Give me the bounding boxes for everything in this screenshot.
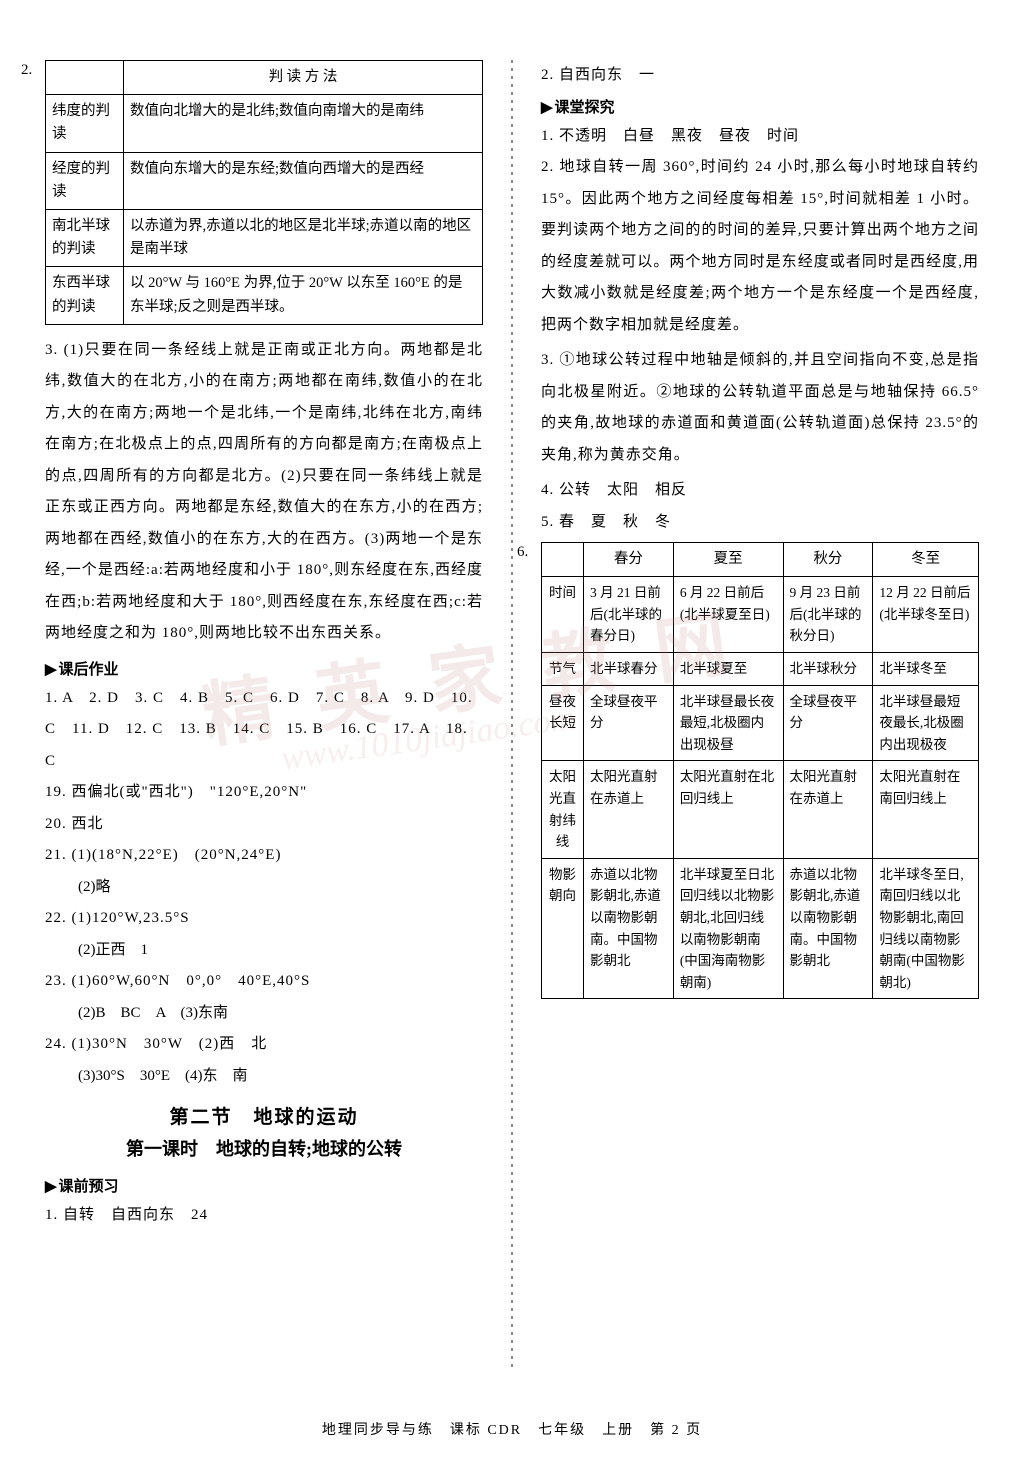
cell-label: 东西半球的判读 <box>46 267 124 324</box>
cell: 太阳光直射在南回归线上 <box>873 761 979 858</box>
answer-22b: (2)正西 1 <box>45 935 483 967</box>
answer-19: 19. 西偏北(或"西北") "120°E,20°N" <box>45 777 483 809</box>
table-row: 节气 北半球春分 北半球夏至 北半球秋分 北半球冬至 <box>542 652 979 685</box>
cell: 北半球夏至日北回归线以北物影朝北,北回归线以南物影朝南(中国海南物影朝南) <box>673 858 783 999</box>
cell: 北半球秋分 <box>783 652 873 685</box>
cell-content: 数值向北增大的是北纬;数值向南增大的是南纬 <box>124 95 483 152</box>
cell: 赤道以北物影朝北,赤道以南物影朝南。中国物影朝北 <box>783 858 873 999</box>
q2-block: 2. 判 读 方 法 纬度的判读 数值向北增大的是北纬;数值向南增大的是南纬 经… <box>45 60 483 335</box>
q2-number: 2. <box>21 62 32 79</box>
th-blank <box>542 543 584 577</box>
answer-22: 22. (1)120°W,23.5°S <box>45 903 483 935</box>
answer-24: 24. (1)30°N 30°W (2)西 北 <box>45 1029 483 1061</box>
choice-answers: 1. A 2. D 3. C 4. B 5. C 6. D 7. C 8. A … <box>45 683 483 778</box>
cell: 北半球春分 <box>584 652 674 685</box>
th-xiazhi: 夏至 <box>673 543 783 577</box>
two-column-layout: 2. 判 读 方 法 纬度的判读 数值向北增大的是北纬;数值向南增大的是南纬 经… <box>45 60 979 1367</box>
table-row: 太阳光直射纬线 太阳光直射在赤道上 太阳光直射在北回归线上 太阳光直射在赤道上 … <box>542 761 979 858</box>
row-label: 太阳光直射纬线 <box>542 761 584 858</box>
cell: 北半球冬至日,南回归线以北物影朝北,南回归线以南物影朝南(中国物影朝北) <box>873 858 979 999</box>
cell: 赤道以北物影朝北,赤道以南物影朝南。中国物影朝北 <box>584 858 674 999</box>
answer-21: 21. (1)(18°N,22°E) (20°N,24°E) <box>45 840 483 872</box>
table-row: 时间 3 月 21 日前后(北半球的春分日) 6 月 22 日前后(北半球夏至日… <box>542 577 979 653</box>
cell-content: 以 20°W 与 160°E 为界,位于 20°W 以东至 160°E 的是东半… <box>124 267 483 324</box>
explore-1: 1. 不透明 白昼 黑夜 昼夜 时间 <box>541 121 979 153</box>
th-dongzhi: 冬至 <box>873 543 979 577</box>
solar-terms-table: 春分 夏至 秋分 冬至 时间 3 月 21 日前后(北半球的春分日) 6 月 2… <box>541 542 979 999</box>
explore-4: 4. 公转 太阳 相反 <box>541 475 979 507</box>
cell: 全球昼夜平分 <box>584 685 674 761</box>
th-qiufen: 秋分 <box>783 543 873 577</box>
answer-23b: (2)B BC A (3)东南 <box>45 998 483 1030</box>
cell-label: 纬度的判读 <box>46 95 124 152</box>
cell: 3 月 21 日前后(北半球的春分日) <box>584 577 674 653</box>
row-label: 物影朝向 <box>542 858 584 999</box>
answer-23: 23. (1)60°W,60°N 0°,0° 40°E,40°S <box>45 966 483 998</box>
section-heading: 第二节 地球的运动 <box>45 1102 483 1129</box>
cell: 12 月 22 日前后(北半球冬至日) <box>873 577 979 653</box>
cell: 北半球昼最长夜最短,北极圈内出现极昼 <box>673 685 783 761</box>
explore-5: 5. 春 夏 秋 冬 <box>541 507 979 539</box>
cell: 北半球冬至 <box>873 652 979 685</box>
cell: 北半球夏至 <box>673 652 783 685</box>
page-footer: 地理同步导与练 课标 CDR 七年级 上册 第 2 页 <box>0 1419 1024 1439</box>
row-label: 昼夜长短 <box>542 685 584 761</box>
cell: 太阳光直射在赤道上 <box>584 761 674 858</box>
table-row: 南北半球的判读 以赤道为界,赤道以北的地区是北半球;赤道以南的地区是南半球 <box>46 209 483 266</box>
cell-content: 以赤道为界,赤道以北的地区是北半球;赤道以南的地区是南半球 <box>124 209 483 266</box>
answer-21b: (2)略 <box>45 872 483 904</box>
table-row: 判 读 方 法 <box>46 61 483 95</box>
right-column: 2. 自西向东 一 课堂探究 1. 不透明 白昼 黑夜 昼夜 时间 2. 地球自… <box>541 60 979 1367</box>
column-divider <box>511 60 513 1367</box>
cell-label: 经度的判读 <box>46 152 124 209</box>
cell: 9 月 23 日前后(北半球的秋分日) <box>783 577 873 653</box>
table-row: 纬度的判读 数值向北增大的是北纬;数值向南增大的是南纬 <box>46 95 483 152</box>
preview-heading: 课前预习 <box>45 1175 483 1196</box>
answer-20: 20. 西北 <box>45 809 483 841</box>
explore-2: 2. 地球自转一周 360°,时间约 24 小时,那么每小时地球自转约 15°。… <box>541 152 979 341</box>
cell: 太阳光直射在北回归线上 <box>673 761 783 858</box>
homework-heading: 课后作业 <box>45 658 483 679</box>
cell: 北半球昼最短夜最长,北极圈内出现极夜 <box>873 685 979 761</box>
cell-content: 数值向东增大的是东经;数值向西增大的是西经 <box>124 152 483 209</box>
explore-3: 3. ①地球公转过程中地轴是倾斜的,并且空间指向不变,总是指向北极星附近。②地球… <box>541 345 979 471</box>
explore-heading: 课堂探究 <box>541 96 979 117</box>
table-row: 昼夜长短 全球昼夜平分 北半球昼最长夜最短,北极圈内出现极昼 全球昼夜平分 北半… <box>542 685 979 761</box>
table-row: 东西半球的判读 以 20°W 与 160°E 为界,位于 20°W 以东至 16… <box>46 267 483 324</box>
table-row: 春分 夏至 秋分 冬至 <box>542 543 979 577</box>
table-row: 经度的判读 数值向东增大的是东经;数值向西增大的是西经 <box>46 152 483 209</box>
row-label: 节气 <box>542 652 584 685</box>
left-column: 2. 判 读 方 法 纬度的判读 数值向北增大的是北纬;数值向南增大的是南纬 经… <box>45 60 483 1367</box>
table-header-blank <box>46 61 124 95</box>
preview-1: 1. 自转 自西向东 24 <box>45 1200 483 1232</box>
th-chunfen: 春分 <box>584 543 674 577</box>
table-header-method: 判 读 方 法 <box>124 61 483 95</box>
sub-heading: 第一课时 地球的自转;地球的公转 <box>45 1135 483 1161</box>
q6-block: 6. 春分 夏至 秋分 冬至 时间 3 月 21 日前后(北半球的春分日) 6 … <box>541 542 979 1009</box>
cell: 太阳光直射在赤道上 <box>783 761 873 858</box>
cell: 6 月 22 日前后(北半球夏至日) <box>673 577 783 653</box>
judgment-method-table: 判 读 方 法 纬度的判读 数值向北增大的是北纬;数值向南增大的是南纬 经度的判… <box>45 60 483 325</box>
q6-number: 6. <box>517 544 528 561</box>
answer-24b: (3)30°S 30°E (4)东 南 <box>45 1061 483 1093</box>
cell: 全球昼夜平分 <box>783 685 873 761</box>
table-row: 物影朝向 赤道以北物影朝北,赤道以南物影朝南。中国物影朝北 北半球夏至日北回归线… <box>542 858 979 999</box>
q3-paragraph: 3. (1)只要在同一条经线上就是正南或正北方向。两地都是北纬,数值大的在北方,… <box>45 335 483 650</box>
preview-2: 2. 自西向东 一 <box>541 60 979 92</box>
cell-label: 南北半球的判读 <box>46 209 124 266</box>
row-label: 时间 <box>542 577 584 653</box>
